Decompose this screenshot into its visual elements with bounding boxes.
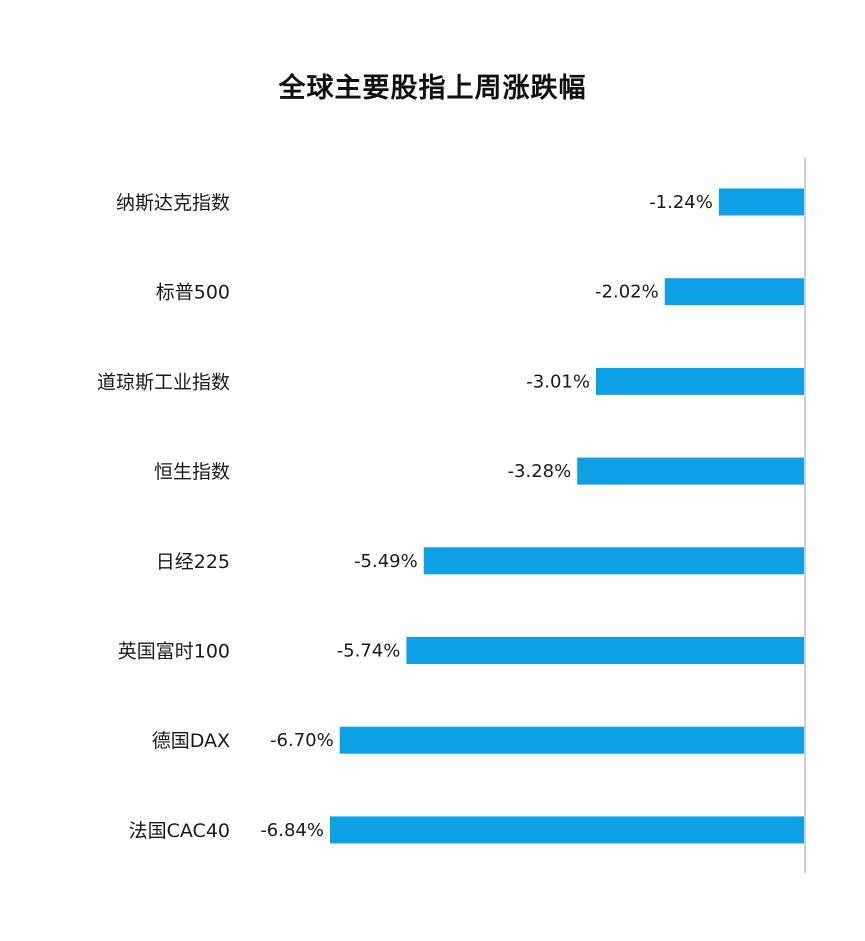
category-label: 标普500	[156, 282, 230, 304]
bar-6	[339, 726, 805, 754]
value-label: -6.84%	[260, 820, 324, 841]
bar-1	[664, 278, 805, 306]
bar-3	[577, 457, 805, 485]
category-label: 恒生指数	[154, 461, 230, 483]
category-label: 道琼斯工业指数	[97, 371, 230, 393]
bar-5	[406, 637, 805, 664]
value-label: -2.02%	[595, 282, 659, 303]
category-label: 日经225	[156, 551, 230, 573]
value-label: -5.74%	[337, 641, 401, 662]
value-label: -3.28%	[508, 461, 572, 482]
category-label: 英国富时100	[118, 641, 230, 663]
bar-group: 纳斯达克指数 -1.24% 标普500 -2.02% 道琼斯工业指数 -3.01% 恒生指数…	[97, 188, 805, 844]
value-label: -1.24%	[649, 192, 713, 213]
category-label: 纳斯达克指数	[116, 192, 230, 214]
value-label: -3.01%	[526, 371, 590, 392]
category-label: 德国DAX	[152, 730, 230, 752]
bar-2	[595, 367, 805, 395]
category-label: 法国CAC40	[129, 820, 230, 842]
bar-7	[330, 816, 805, 844]
value-label: -6.70%	[270, 730, 334, 751]
bar-4	[423, 547, 805, 575]
value-label: -5.49%	[354, 551, 418, 572]
chart-title: 全球主要股指上周涨跌幅	[278, 73, 587, 104]
bar-0	[718, 188, 805, 216]
